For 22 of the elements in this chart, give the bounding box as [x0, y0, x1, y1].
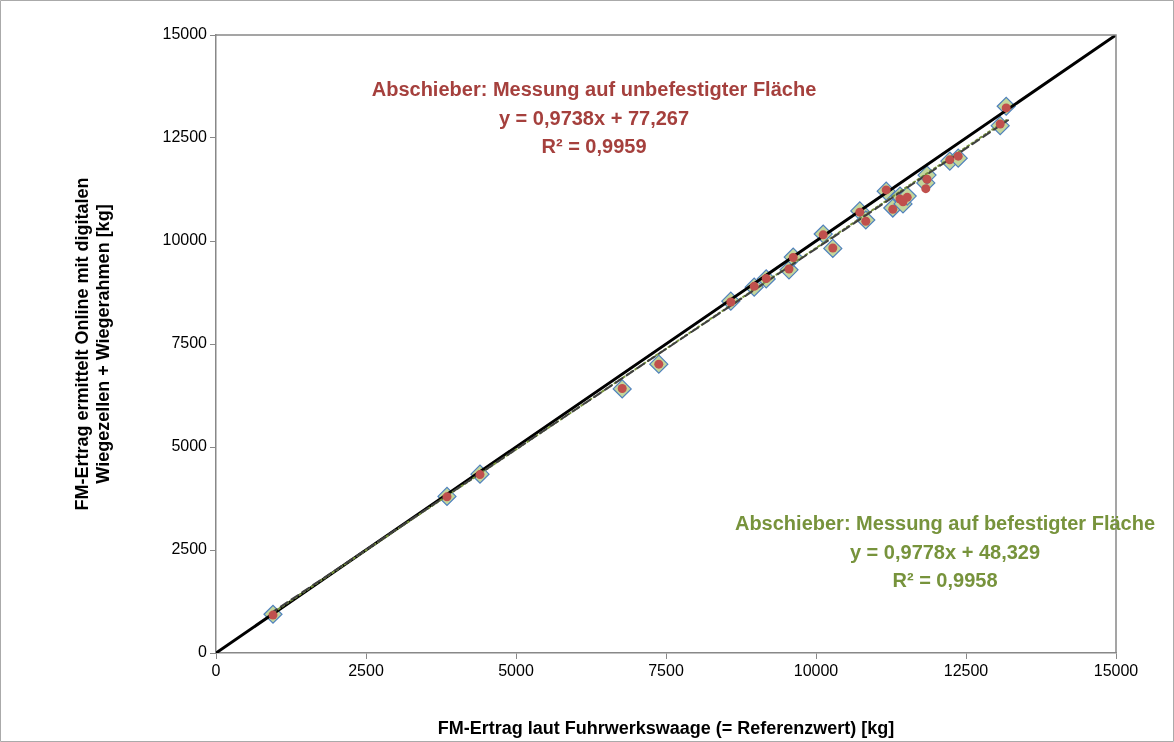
x-tick-label: 7500: [648, 662, 684, 680]
x-axis-title: FM-Ertrag laut Fuhrwerkswaage (= Referenzwert) [kg]: [437, 718, 895, 739]
y-tick-label: 10000: [162, 231, 208, 249]
annotation: Abschieber: Messung auf befestigter Fläche: [734, 511, 1156, 534]
x-tick-label: 0: [211, 662, 221, 680]
y-axis-title: FM-Ertrag ermittelt Online mit digitalen Wiegezellen + Wiegerahmen [kg]: [71, 177, 114, 511]
annotation: R² = 0,9958: [892, 568, 998, 591]
annotation: R² = 0,9959: [541, 134, 647, 157]
y-tick-label: 12500: [162, 128, 208, 146]
x-tick-label: 10000: [793, 662, 839, 680]
y-tick-label: 2500: [171, 540, 208, 558]
y-tick-label: 0: [198, 643, 208, 661]
x-tick-label: 15000: [1093, 662, 1139, 680]
x-tick-label: 5000: [498, 662, 534, 680]
annotation: y = 0,9778x + 48,329: [849, 541, 1041, 564]
x-tick-label: 2500: [348, 662, 384, 680]
annotation: y = 0,9738x + 77,267: [498, 107, 690, 130]
annotation: Abschieber: Messung auf unbefestigter Fläche: [371, 78, 817, 101]
y-tick-label: 7500: [171, 334, 208, 352]
y-tick-label: 15000: [162, 25, 208, 43]
x-tick-label: 12500: [943, 662, 989, 680]
y-tick-label: 5000: [171, 437, 208, 455]
